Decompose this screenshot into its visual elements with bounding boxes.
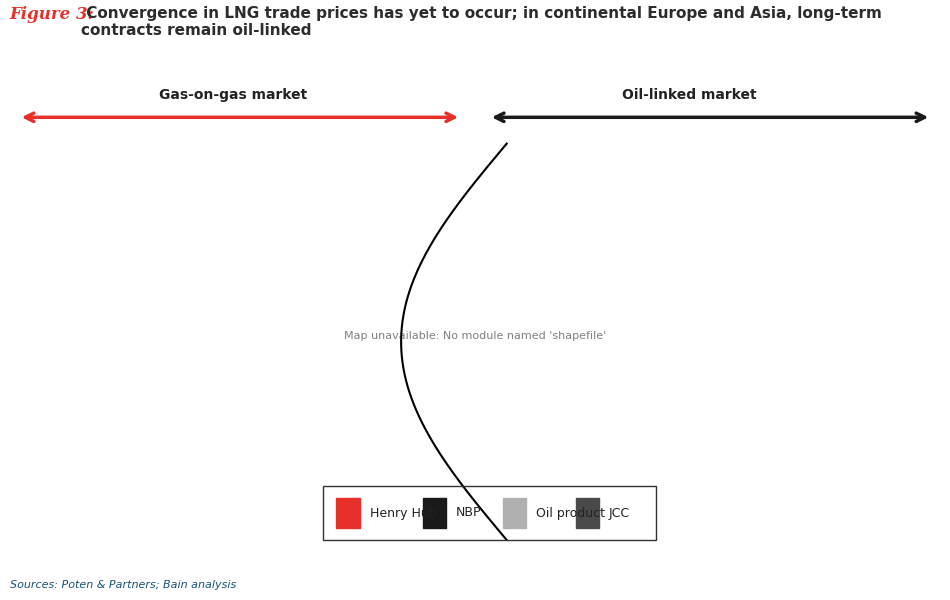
- Text: JCC: JCC: [609, 506, 630, 520]
- Bar: [503, 498, 526, 528]
- Text: Oil-linked market: Oil-linked market: [622, 88, 756, 102]
- Text: Sources: Poten & Partners; Bain analysis: Sources: Poten & Partners; Bain analysis: [10, 580, 236, 590]
- Bar: [423, 498, 446, 528]
- Text: NBP: NBP: [456, 506, 482, 520]
- Text: Map unavailable: No module named 'shapefile': Map unavailable: No module named 'shapef…: [344, 331, 606, 341]
- Text: Convergence in LNG trade prices has yet to occur; in continental Europe and Asia: Convergence in LNG trade prices has yet …: [81, 6, 882, 38]
- Text: Figure 3:: Figure 3:: [10, 6, 94, 23]
- Text: Gas-on-gas market: Gas-on-gas market: [159, 88, 307, 102]
- Bar: [336, 498, 359, 528]
- Text: Oil product: Oil product: [536, 506, 605, 520]
- Bar: [576, 498, 599, 528]
- Text: Henry Hub: Henry Hub: [370, 506, 436, 520]
